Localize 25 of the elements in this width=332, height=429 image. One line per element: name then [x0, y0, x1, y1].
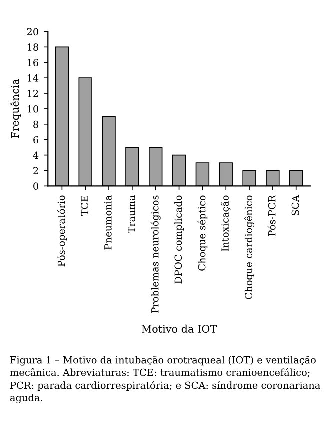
x-tick-label: TCE: [81, 196, 88, 216]
y-tick-label: 4: [33, 152, 39, 159]
x-tick-label: Intoxicação: [221, 196, 231, 252]
y-tick-label: 0: [34, 182, 38, 190]
x-tick-label: Pneumonia: [104, 195, 112, 250]
y-tick-label: 10: [28, 105, 38, 113]
y-tick-label: 14: [28, 74, 39, 82]
y-tick-label: 12: [28, 90, 38, 98]
y-tick-label: 6: [34, 136, 38, 144]
y-axis-title: Frequência: [10, 79, 22, 138]
text: Figura 1 – Motivo da intubação orotraqueal (IOT) e ventilação mecânica. Abreviaturas: TCE: traumatismo cranioencefálico; PCR: parada cardiorrespiratória; e SCA: síndrome coronariana aguda.: [10, 356, 320, 404]
x-tick-label: Pós-operatório: [57, 196, 68, 267]
y-tick-label: 8: [34, 120, 38, 128]
x-tick-label: Problemas neurológicos: [150, 196, 161, 314]
x-tick-label: SCA: [292, 195, 300, 216]
x-axis-title: Motivo da IOT: [142, 324, 218, 333]
x-tick-label: Choque cardiogênico: [244, 196, 254, 300]
x-tick-label: Trauma: [128, 195, 136, 234]
x-tick-label: Pós-PCR: [268, 194, 276, 236]
x-tick-label: Choque séptico: [198, 196, 208, 271]
y-tick-label: 20: [27, 28, 38, 36]
y-tick-label: 2: [34, 167, 38, 174]
y-tick-label: 16: [28, 59, 38, 66]
y-tick-label: 18: [28, 44, 38, 52]
x-tick-label: DPOC complicado: [174, 196, 184, 284]
